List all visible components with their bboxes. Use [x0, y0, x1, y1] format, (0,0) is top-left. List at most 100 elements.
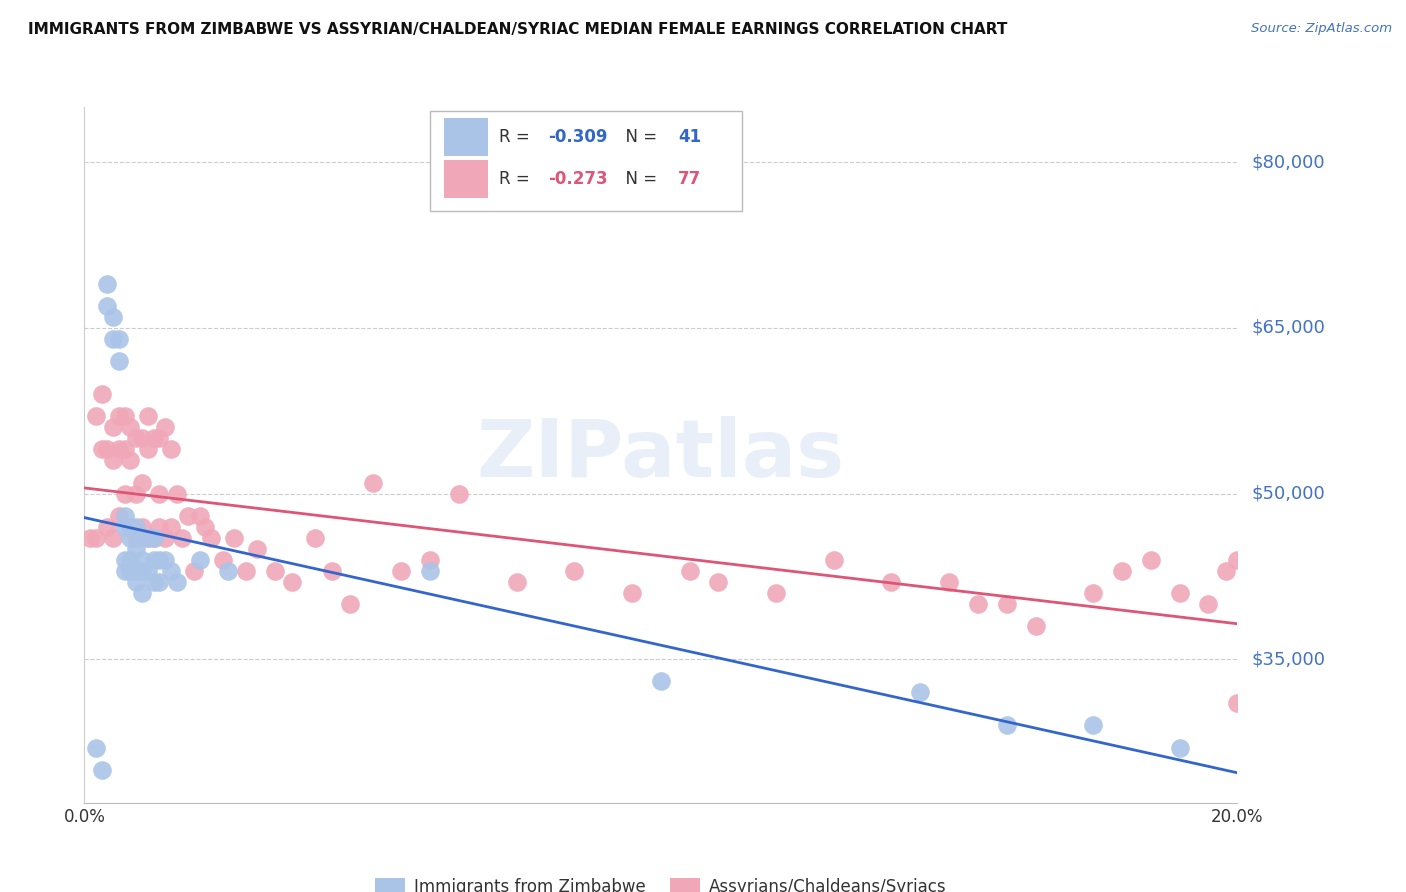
Text: IMMIGRANTS FROM ZIMBABWE VS ASSYRIAN/CHALDEAN/SYRIAC MEDIAN FEMALE EARNINGS CORR: IMMIGRANTS FROM ZIMBABWE VS ASSYRIAN/CHA… — [28, 22, 1008, 37]
Point — [108, 442, 131, 457]
Point — [108, 409, 131, 424]
Point — [160, 519, 183, 533]
Point — [96, 299, 118, 313]
Point — [224, 531, 246, 545]
Point — [148, 486, 170, 500]
Point — [823, 553, 845, 567]
Text: -0.273: -0.273 — [548, 169, 607, 187]
Text: N =: N = — [614, 169, 662, 187]
Point — [148, 519, 170, 533]
Point — [506, 574, 529, 589]
Point — [361, 475, 384, 490]
Point — [114, 442, 136, 457]
Point — [1215, 564, 1237, 578]
Point — [1111, 564, 1133, 578]
Text: $65,000: $65,000 — [1251, 319, 1324, 337]
Point — [281, 574, 304, 589]
Point — [142, 553, 165, 567]
Point — [103, 310, 124, 324]
Point — [621, 586, 644, 600]
Point — [447, 486, 470, 500]
Point — [1226, 553, 1249, 567]
Point — [177, 508, 200, 523]
Point — [120, 564, 142, 578]
Point — [96, 519, 118, 533]
Point — [131, 564, 153, 578]
Point — [1197, 597, 1219, 611]
Point — [153, 420, 176, 434]
Point — [114, 553, 136, 567]
Point — [125, 574, 148, 589]
Point — [136, 531, 159, 545]
Point — [103, 332, 124, 346]
Point — [160, 442, 183, 457]
Point — [131, 519, 153, 533]
Point — [304, 531, 326, 545]
Point — [391, 564, 413, 578]
Point — [650, 674, 672, 689]
Point — [153, 553, 176, 567]
Point — [142, 574, 165, 589]
Point — [136, 564, 159, 578]
Point — [200, 531, 222, 545]
Point — [131, 586, 153, 600]
Point — [90, 763, 112, 777]
Point — [84, 740, 107, 755]
Point — [103, 420, 124, 434]
Point — [339, 597, 361, 611]
Text: R =: R = — [499, 169, 536, 187]
Point — [103, 531, 124, 545]
Point — [96, 277, 118, 291]
Point — [194, 519, 217, 533]
Point — [1139, 553, 1161, 567]
Text: 77: 77 — [678, 169, 702, 187]
Point — [108, 354, 131, 368]
Text: $50,000: $50,000 — [1251, 484, 1324, 502]
Point — [1081, 718, 1104, 732]
Point — [142, 531, 165, 545]
Point — [1168, 586, 1191, 600]
Point — [172, 531, 194, 545]
Point — [90, 442, 112, 457]
Text: Source: ZipAtlas.com: Source: ZipAtlas.com — [1251, 22, 1392, 36]
Text: N =: N = — [614, 128, 662, 146]
Point — [114, 486, 136, 500]
Point — [321, 564, 343, 578]
FancyBboxPatch shape — [430, 111, 741, 211]
Point — [908, 685, 931, 699]
Point — [84, 531, 107, 545]
Point — [166, 574, 188, 589]
Point — [967, 597, 990, 611]
Point — [131, 431, 153, 445]
Point — [765, 586, 787, 600]
Point — [103, 453, 124, 467]
Point — [125, 486, 148, 500]
Point — [114, 508, 136, 523]
Point — [136, 409, 159, 424]
Text: $35,000: $35,000 — [1251, 650, 1326, 668]
Point — [84, 409, 107, 424]
Point — [114, 564, 136, 578]
FancyBboxPatch shape — [444, 118, 488, 156]
Point — [125, 564, 148, 578]
Point — [131, 475, 153, 490]
Point — [125, 531, 148, 545]
Legend: Immigrants from Zimbabwe, Assyrians/Chaldeans/Syriacs: Immigrants from Zimbabwe, Assyrians/Chal… — [368, 871, 953, 892]
Text: R =: R = — [499, 128, 536, 146]
Point — [246, 541, 269, 556]
Point — [148, 553, 170, 567]
Point — [131, 531, 153, 545]
Point — [153, 531, 176, 545]
Point — [211, 553, 233, 567]
Point — [562, 564, 586, 578]
Point — [188, 553, 211, 567]
Point — [183, 564, 205, 578]
Text: ZIPatlas: ZIPatlas — [477, 416, 845, 494]
Point — [707, 574, 730, 589]
Text: $80,000: $80,000 — [1251, 153, 1324, 171]
Point — [120, 420, 142, 434]
Point — [96, 442, 118, 457]
FancyBboxPatch shape — [444, 160, 488, 198]
Point — [120, 519, 142, 533]
Point — [108, 508, 131, 523]
